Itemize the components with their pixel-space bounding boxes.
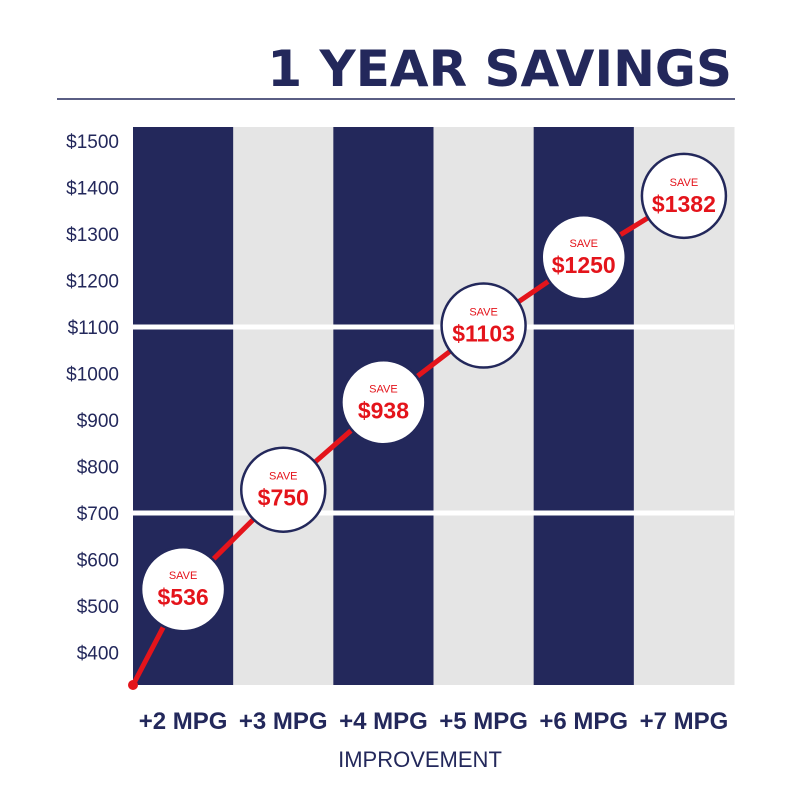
save-caption: SAVE (670, 177, 699, 189)
y-tick-label: $1200 (66, 271, 119, 292)
column-band-4 (433, 127, 535, 685)
y-tick-label: $500 (77, 597, 119, 618)
column-bands (133, 127, 735, 685)
grid-lines (133, 324, 734, 516)
x-axis-label: IMPROVEMENT (338, 747, 502, 772)
data-point-marker (640, 152, 728, 240)
save-caption: SAVE (569, 238, 598, 250)
line-start-dot (128, 680, 138, 690)
x-tick-label: +6 MPG (539, 708, 628, 735)
data-point-marker (139, 545, 227, 633)
data-point-4: SAVE $1103 (440, 282, 527, 369)
data-point-5: SAVE $1250 (540, 213, 627, 301)
data-point-marker (340, 359, 427, 446)
data-point-marker (540, 213, 627, 301)
data-markers: SAVE $536 SAVE $750 SAVE $938 SAVE $1103 SAVE $12… (139, 152, 728, 633)
data-label: $938 (358, 397, 409, 423)
y-tick-label: $400 (77, 643, 119, 664)
y-tick-label: $1100 (68, 318, 119, 339)
data-label: $1250 (552, 252, 616, 278)
y-tick-label: $1400 (66, 178, 119, 199)
x-tick-label: +5 MPG (439, 708, 528, 735)
y-tick-label: $900 (77, 411, 119, 432)
x-tick-label: +2 MPG (139, 708, 228, 735)
x-tick-label: +4 MPG (339, 708, 428, 735)
x-axis: +2 MPG +3 MPG +4 MPG +5 MPG +6 MPG +7 MPG (139, 708, 729, 735)
column-band-2 (233, 127, 334, 685)
y-tick-label: $1000 (66, 364, 119, 385)
data-label: $536 (157, 584, 208, 610)
save-caption: SAVE (269, 471, 298, 483)
y-tick-label: $800 (77, 457, 119, 478)
data-point-6: SAVE $1382 (640, 152, 728, 240)
y-tick-label: $700 (77, 504, 119, 525)
column-band-5 (533, 127, 635, 685)
data-label: $1382 (652, 191, 716, 217)
y-axis: $400 $500 $600 $700 $800 $900 $1000 $1100 $1200 $… (66, 132, 119, 665)
data-point-marker (440, 282, 527, 369)
x-tick-label: +7 MPG (640, 708, 729, 735)
save-caption: SAVE (169, 570, 198, 582)
y-tick-label: $1300 (66, 225, 119, 246)
y-tick-label: $600 (77, 550, 119, 571)
data-point-1: SAVE $536 (139, 545, 227, 633)
y-tick-label: $1500 (66, 132, 119, 153)
save-caption: SAVE (469, 307, 498, 319)
x-tick-label: +3 MPG (239, 708, 328, 735)
data-label: $750 (258, 485, 309, 511)
save-caption: SAVE (369, 383, 398, 395)
data-label: $1103 (452, 321, 515, 347)
data-point-2: SAVE $750 (240, 446, 327, 533)
data-point-marker (240, 446, 327, 533)
data-point-3: SAVE $938 (340, 359, 427, 446)
chart-title: 1 YEAR SAVINGS (267, 40, 732, 98)
